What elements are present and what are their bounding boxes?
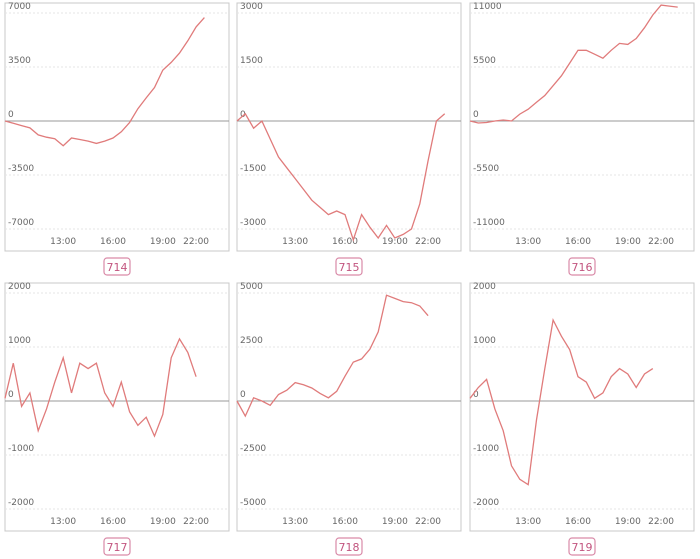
y-tick-label: 2000 bbox=[8, 282, 31, 292]
x-tick-label: 13:00 bbox=[282, 237, 308, 247]
chart-title: 718 bbox=[339, 541, 360, 554]
line bbox=[236, 112, 446, 242]
line bbox=[4, 17, 205, 147]
chart-label-box bbox=[568, 537, 596, 556]
x-tick-label: 16:00 bbox=[332, 517, 358, 527]
x-tick-label: 19:00 bbox=[150, 517, 176, 527]
y-tick-label: -2500 bbox=[240, 444, 266, 454]
chart-title: 715 bbox=[339, 261, 360, 274]
x-tick-label: 13:00 bbox=[282, 517, 308, 527]
y-tick-label: -2000 bbox=[473, 498, 499, 508]
panel bbox=[4, 2, 230, 252]
x-tick-label: 22:00 bbox=[415, 517, 441, 527]
y-tick-label: -3000 bbox=[240, 218, 266, 228]
x-tick-label: 16:00 bbox=[100, 517, 126, 527]
panel bbox=[236, 2, 462, 252]
x-tick-label: 22:00 bbox=[183, 237, 209, 247]
chart-label-box bbox=[335, 257, 363, 276]
x-tick-label: 19:00 bbox=[382, 517, 408, 527]
chart-title: 719 bbox=[572, 541, 593, 554]
x-tick-label: 22:00 bbox=[183, 517, 209, 527]
x-tick-label: 16:00 bbox=[100, 237, 126, 247]
y-tick-label: 1000 bbox=[8, 336, 31, 346]
y-tick-label: 0 bbox=[8, 110, 14, 120]
x-tick-label: 13:00 bbox=[50, 517, 76, 527]
y-tick-label: 0 bbox=[473, 110, 479, 120]
y-tick-label: -5000 bbox=[240, 498, 266, 508]
x-tick-label: 16:00 bbox=[565, 517, 591, 527]
chart-label-box bbox=[568, 257, 596, 276]
x-tick-label: 13:00 bbox=[515, 237, 541, 247]
y-tick-label: -7000 bbox=[8, 218, 34, 228]
y-tick-label: -3500 bbox=[8, 164, 34, 174]
chart-title: 716 bbox=[572, 261, 593, 274]
x-tick-label: 22:00 bbox=[648, 517, 674, 527]
panel bbox=[469, 2, 695, 252]
panel bbox=[469, 282, 695, 532]
panel bbox=[4, 282, 230, 532]
x-tick-label: 19:00 bbox=[150, 237, 176, 247]
x-tick-label: 22:00 bbox=[415, 237, 441, 247]
x-tick-label: 19:00 bbox=[382, 237, 408, 247]
chart-label-box bbox=[103, 257, 131, 276]
y-tick-label: 1500 bbox=[240, 56, 263, 66]
y-tick-label: 5500 bbox=[473, 56, 496, 66]
y-tick-label: -1000 bbox=[8, 444, 34, 454]
x-tick-label: 22:00 bbox=[648, 237, 674, 247]
line bbox=[236, 294, 429, 418]
x-tick-label: 13:00 bbox=[515, 517, 541, 527]
y-tick-label: 3000 bbox=[240, 2, 263, 12]
line bbox=[4, 337, 197, 438]
panel bbox=[236, 282, 462, 532]
chart-title: 717 bbox=[107, 541, 128, 554]
y-tick-label: 2000 bbox=[473, 282, 496, 292]
x-tick-label: 19:00 bbox=[615, 237, 641, 247]
y-tick-label: 0 bbox=[473, 390, 479, 400]
y-tick-label: 3500 bbox=[8, 56, 31, 66]
y-tick-label: -2000 bbox=[8, 498, 34, 508]
chart-label-box bbox=[335, 537, 363, 556]
chart-label-box bbox=[103, 537, 131, 556]
line bbox=[469, 317, 654, 486]
y-tick-label: -11000 bbox=[473, 218, 505, 228]
x-tick-label: 16:00 bbox=[565, 237, 591, 247]
y-tick-label: 1000 bbox=[473, 336, 496, 346]
y-tick-label: 11000 bbox=[473, 2, 502, 12]
x-tick-label: 13:00 bbox=[50, 237, 76, 247]
y-tick-label: 2500 bbox=[240, 336, 263, 346]
y-tick-label: 0 bbox=[240, 390, 246, 400]
y-tick-label: -5500 bbox=[473, 164, 499, 174]
chart-title: 714 bbox=[107, 261, 128, 274]
x-tick-label: 16:00 bbox=[332, 237, 358, 247]
y-tick-label: 0 bbox=[8, 390, 14, 400]
y-tick-label: -1500 bbox=[240, 164, 266, 174]
y-tick-label: -1000 bbox=[473, 444, 499, 454]
line bbox=[469, 4, 678, 124]
y-tick-label: 5000 bbox=[240, 282, 263, 292]
x-tick-label: 19:00 bbox=[615, 517, 641, 527]
y-tick-label: 7000 bbox=[8, 2, 31, 12]
